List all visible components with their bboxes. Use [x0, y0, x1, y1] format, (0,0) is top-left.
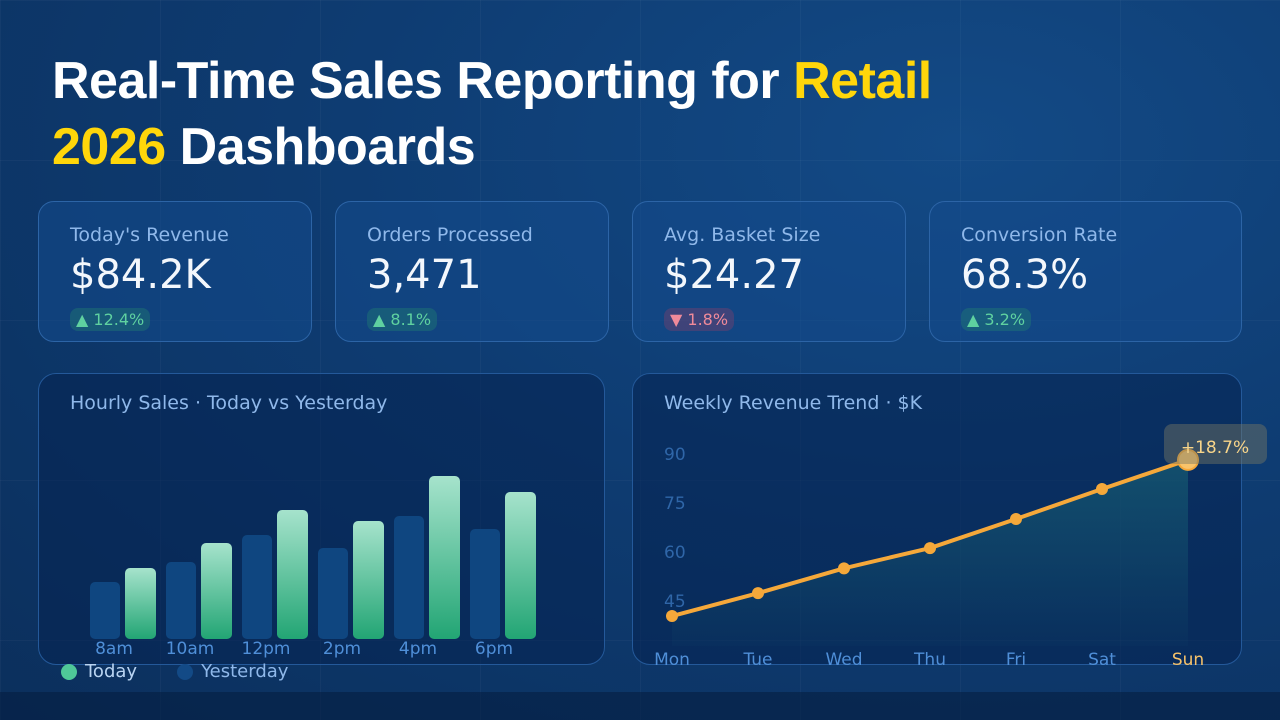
point-Mon: [666, 610, 678, 623]
x-tick-label: 4pm: [399, 639, 437, 659]
kpi-value: $84.2K: [70, 252, 211, 298]
bar-today-2pm: [353, 521, 384, 639]
title-highlight-retail: Retail: [793, 52, 932, 110]
legend-today-swatch: [61, 663, 77, 680]
kpi-card-conversion: Conversion Rate 68.3% ▲ 3.2%: [929, 201, 1242, 342]
hourly-sales-chart: 8am 10am 12pm 2pm 4pm 6pm: [90, 476, 536, 659]
x-tick-label: 10am: [166, 639, 215, 659]
weekly-revenue-card: Weekly Revenue Trend · $K 90 75 60 45 Mon Tue…: [632, 373, 1267, 670]
x-tick-label: Wed: [825, 650, 862, 670]
kpi-label: Avg. Basket Size: [664, 224, 821, 246]
kpi-value: 3,471: [367, 252, 482, 298]
bar-today-12pm: [277, 510, 308, 639]
bar-yesterday-10am: [166, 562, 196, 639]
legend: Today Yesterday: [61, 661, 288, 682]
y-tick-label: 60: [664, 543, 686, 563]
x-tick-label: 8am: [95, 639, 133, 659]
page-title: Real-Time Sales Reporting for Retail 202…: [52, 48, 932, 180]
x-tick-label: Thu: [913, 650, 946, 670]
title-highlight-year: 2026: [52, 118, 166, 176]
y-tick-label: 90: [664, 445, 686, 465]
bar-yesterday-12pm: [242, 535, 272, 639]
hourly-sales-card: Hourly Sales · Today vs Yesterday 8am 10a…: [38, 373, 605, 665]
y-tick-label: 45: [664, 592, 686, 612]
point-Tue: [752, 587, 764, 600]
x-tick-label: Sat: [1088, 650, 1116, 670]
kpi-label: Orders Processed: [367, 224, 533, 246]
point-Thu: [924, 542, 936, 555]
x-tick-label: 6pm: [475, 639, 513, 659]
kpi-value: 68.3%: [961, 252, 1089, 298]
kpi-label: Conversion Rate: [961, 224, 1118, 246]
kpi-delta-badge: ▲ 8.1%: [367, 308, 438, 331]
title-line2: Dashboards: [165, 118, 476, 176]
x-tick-label: Tue: [742, 650, 772, 670]
kpi-delta-badge: ▼ 1.8%: [664, 308, 735, 331]
bar-today-4pm: [429, 476, 460, 639]
kpi-card-basket: Avg. Basket Size $24.27 ▼ 1.8%: [632, 201, 906, 342]
title-line1: Real-Time Sales Reporting for: [52, 52, 794, 110]
kpi-label: Today's Revenue: [70, 224, 229, 246]
point-Wed: [838, 562, 850, 575]
x-tick-label: Mon: [654, 650, 690, 670]
x-tick-label: Sun: [1172, 650, 1204, 670]
y-tick-label: 75: [664, 494, 686, 514]
bar-today-8am: [125, 568, 156, 639]
bar-yesterday-2pm: [318, 548, 348, 639]
point-Sun: [1177, 448, 1199, 471]
kpi-card-orders: Orders Processed 3,471 ▲ 8.1%: [335, 201, 609, 342]
legend-yesterday-swatch: [177, 663, 194, 680]
kpi-delta-badge: ▲ 3.2%: [961, 308, 1032, 331]
legend-yesterday-label: Yesterday: [201, 661, 289, 682]
weekly-revenue-chart: 90 75 60 45 Mon Tue Wed Thu Fri Sat Sun +18.7%: [654, 424, 1267, 670]
legend-today-label: Today: [85, 661, 138, 682]
x-tick-label: 2pm: [323, 639, 361, 659]
bottom-bar: [0, 692, 1280, 720]
annotation-label: +18.7%: [1181, 438, 1249, 458]
bar-today-10am: [201, 543, 232, 639]
kpi-delta-badge: ▲ 12.4%: [70, 308, 151, 331]
x-tick-label: 12pm: [242, 639, 291, 659]
bar-yesterday-4pm: [394, 516, 424, 639]
x-tick-label: Fri: [1006, 650, 1026, 670]
point-Sat: [1096, 482, 1108, 495]
annotation-badge: [1164, 424, 1267, 464]
point-Fri: [1010, 513, 1022, 526]
bar-yesterday-6pm: [470, 529, 500, 639]
chart-title: Hourly Sales · Today vs Yesterday: [70, 392, 388, 414]
kpi-value: $24.27: [664, 252, 804, 298]
chart-title: Weekly Revenue Trend · $K: [664, 392, 923, 414]
bar-today-6pm: [505, 492, 536, 639]
kpi-card-revenue: Today's Revenue $84.2K ▲ 12.4%: [38, 201, 312, 342]
bar-yesterday-8am: [90, 582, 120, 639]
